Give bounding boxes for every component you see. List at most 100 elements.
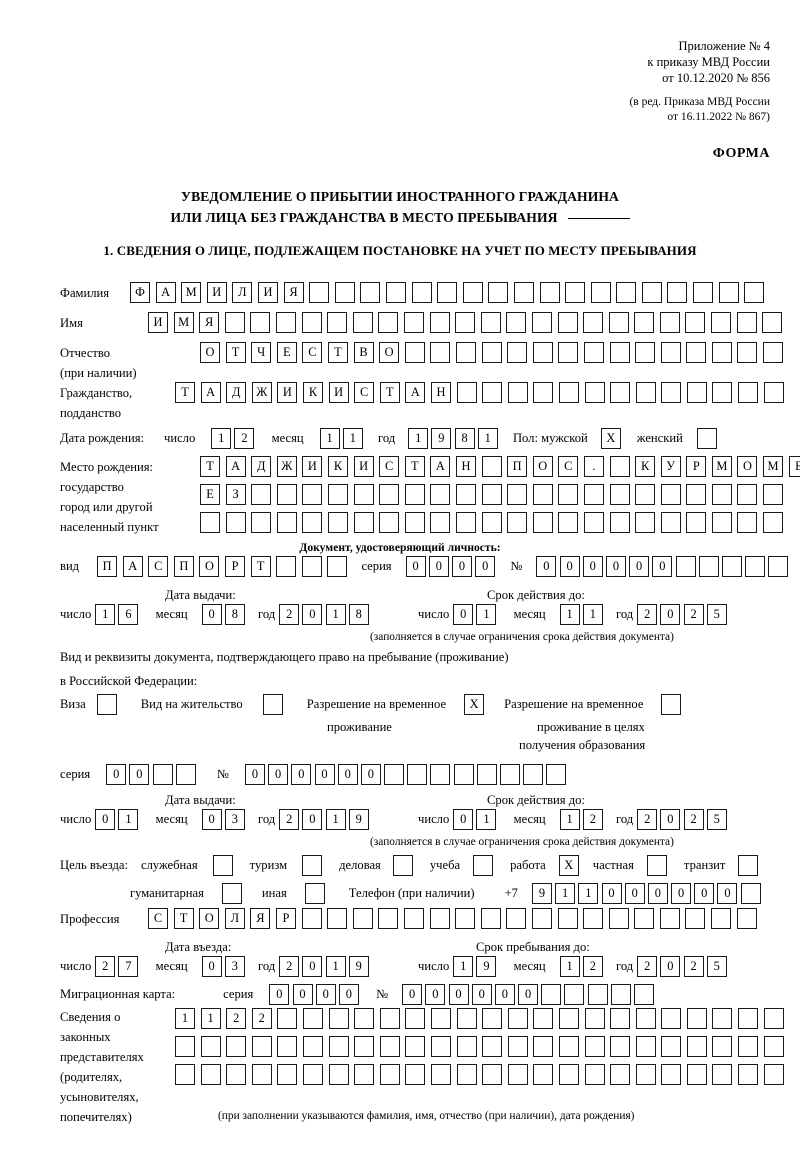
grid-cell[interactable]: Т bbox=[379, 382, 400, 403]
grid-cell[interactable]: И bbox=[257, 282, 278, 303]
grid-cell[interactable] bbox=[175, 1036, 195, 1057]
grid-cell[interactable]: 1 bbox=[476, 809, 497, 830]
grid-cell[interactable] bbox=[686, 1036, 707, 1057]
grid-cell[interactable]: 0 bbox=[451, 556, 472, 577]
grid-cell[interactable] bbox=[379, 484, 400, 505]
representatives-cells-row-3[interactable] bbox=[175, 1064, 784, 1085]
grid-cell[interactable] bbox=[175, 1064, 195, 1085]
grid-cell[interactable] bbox=[531, 312, 552, 333]
grid-cell[interactable] bbox=[712, 382, 733, 403]
grid-cell[interactable] bbox=[558, 342, 579, 363]
grid-cell[interactable] bbox=[328, 1036, 349, 1057]
grid-cell[interactable]: 1 bbox=[325, 809, 346, 830]
grid-cell[interactable]: 1 bbox=[476, 604, 497, 625]
grid-cell[interactable]: 0 bbox=[660, 604, 681, 625]
grid-cell[interactable] bbox=[482, 1008, 503, 1029]
grid-cell[interactable]: 2 bbox=[279, 809, 300, 830]
grid-cell[interactable] bbox=[686, 484, 707, 505]
grid-cell[interactable] bbox=[686, 342, 707, 363]
grid-cell[interactable]: 1 bbox=[95, 604, 116, 625]
grid-cell[interactable] bbox=[737, 484, 758, 505]
grid-cell[interactable]: 0 bbox=[494, 984, 515, 1005]
grid-cell[interactable] bbox=[379, 1064, 400, 1085]
grid-cell[interactable] bbox=[661, 1008, 682, 1029]
grid-cell[interactable] bbox=[609, 342, 630, 363]
grid-cell[interactable]: 2 bbox=[279, 956, 300, 977]
grid-cell[interactable] bbox=[506, 312, 527, 333]
grid-cell[interactable] bbox=[200, 1064, 221, 1085]
purpose-checkbox-turizm[interactable] bbox=[302, 855, 323, 876]
grid-cell[interactable] bbox=[608, 908, 629, 929]
grid-cell[interactable] bbox=[635, 1064, 656, 1085]
grid-cell[interactable] bbox=[533, 1064, 554, 1085]
grid-cell[interactable] bbox=[533, 1008, 554, 1029]
grid-cell[interactable] bbox=[500, 764, 521, 785]
grid-cell[interactable] bbox=[328, 1064, 349, 1085]
grid-cell[interactable]: 0 bbox=[314, 764, 335, 785]
grid-cell[interactable]: А bbox=[225, 456, 246, 477]
grid-cell[interactable]: И bbox=[148, 312, 168, 333]
grid-cell[interactable] bbox=[533, 382, 554, 403]
grid-cell[interactable] bbox=[456, 1036, 477, 1057]
grid-cell[interactable] bbox=[482, 1036, 503, 1057]
grid-cell[interactable]: 2 bbox=[95, 956, 116, 977]
grid-cell[interactable]: Л bbox=[232, 282, 253, 303]
grid-cell[interactable]: 1 bbox=[319, 428, 340, 449]
grid-cell[interactable] bbox=[712, 1036, 733, 1057]
grid-cell[interactable] bbox=[583, 312, 604, 333]
grid-cell[interactable] bbox=[693, 282, 714, 303]
grid-cell[interactable] bbox=[634, 908, 655, 929]
grid-cell[interactable] bbox=[583, 342, 604, 363]
grid-cell[interactable] bbox=[507, 484, 528, 505]
grid-cell[interactable] bbox=[583, 512, 604, 533]
grid-cell[interactable]: 9 bbox=[348, 809, 369, 830]
grid-cell[interactable] bbox=[738, 1036, 759, 1057]
grid-cell[interactable]: 2 bbox=[279, 604, 300, 625]
grid-cell[interactable]: 0 bbox=[338, 984, 359, 1005]
grid-cell[interactable]: К bbox=[635, 456, 656, 477]
grid-cell[interactable] bbox=[302, 484, 323, 505]
grid-cell[interactable]: 0 bbox=[601, 883, 622, 904]
grid-cell[interactable]: 0 bbox=[360, 764, 381, 785]
grid-cell[interactable] bbox=[712, 1008, 733, 1029]
grid-cell[interactable]: 1 bbox=[408, 428, 429, 449]
grid-cell[interactable]: 9 bbox=[531, 883, 552, 904]
grid-cell[interactable]: 2 bbox=[637, 956, 658, 977]
grid-cell[interactable] bbox=[635, 342, 656, 363]
grid-cell[interactable] bbox=[481, 484, 502, 505]
grid-cell[interactable]: Я bbox=[199, 312, 220, 333]
grid-cell[interactable]: 0 bbox=[582, 556, 603, 577]
grid-cell[interactable]: А bbox=[200, 382, 221, 403]
grid-cell[interactable] bbox=[407, 764, 428, 785]
grid-cell[interactable]: 1 bbox=[342, 428, 363, 449]
grid-cell[interactable] bbox=[558, 484, 579, 505]
grid-cell[interactable] bbox=[481, 342, 502, 363]
grid-cell[interactable] bbox=[608, 312, 629, 333]
grid-cell[interactable] bbox=[302, 512, 323, 533]
grid-cell[interactable] bbox=[276, 512, 297, 533]
grid-cell[interactable]: 7 bbox=[118, 956, 139, 977]
grid-cell[interactable] bbox=[378, 908, 399, 929]
purpose-checkbox-delovaya[interactable] bbox=[392, 855, 413, 876]
grid-cell[interactable] bbox=[763, 512, 784, 533]
grid-cell[interactable]: Т bbox=[327, 342, 348, 363]
grid-cell[interactable]: О bbox=[379, 342, 400, 363]
grid-cell[interactable]: 3 bbox=[224, 956, 245, 977]
purpose-checkbox-sluzhebnaya[interactable] bbox=[212, 855, 233, 876]
grid-cell[interactable] bbox=[403, 908, 424, 929]
grid-cell[interactable] bbox=[250, 312, 271, 333]
grid-cell[interactable] bbox=[360, 282, 381, 303]
grid-cell[interactable] bbox=[584, 382, 605, 403]
grid-cell[interactable] bbox=[584, 1008, 605, 1029]
grid-cell[interactable] bbox=[745, 556, 766, 577]
grid-cell[interactable] bbox=[661, 1064, 682, 1085]
grid-cell[interactable] bbox=[405, 1064, 426, 1085]
